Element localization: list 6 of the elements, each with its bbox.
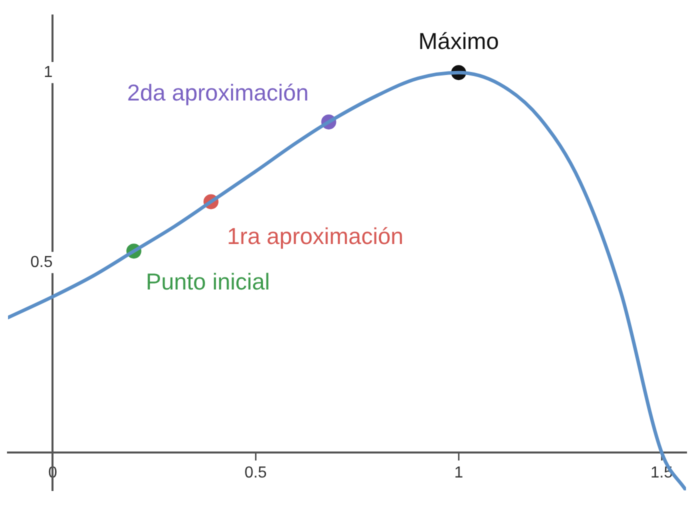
series-label: Máximo	[418, 28, 499, 54]
series-label: 1ra aproximación	[226, 223, 404, 250]
series-label: Punto inicial	[146, 268, 270, 294]
x-tick-label: 0.5	[244, 464, 267, 482]
x-tick-label: 1	[454, 464, 464, 482]
series-label: 2da aproximación	[127, 79, 309, 106]
